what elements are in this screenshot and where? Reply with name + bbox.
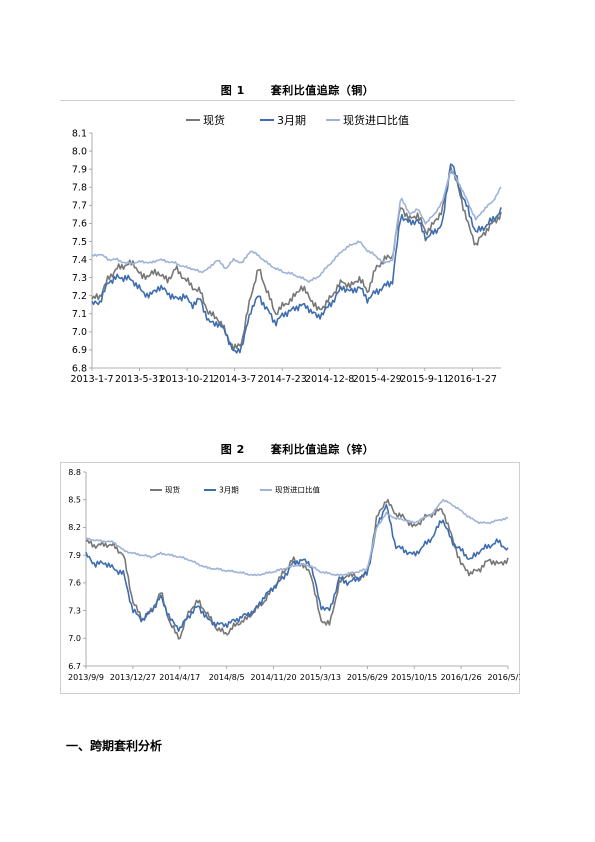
x-tick-label: 2015/6/29 xyxy=(347,673,388,682)
y-tick-label: 7.1 xyxy=(72,309,87,320)
zinc-ratio-chart: 6.7 7.0 7.3 7.6 7.9 8.2 8.5 8.8 2013/9/9 2013/12/… xyxy=(60,462,520,694)
x-tick-label: 2014/4/17 xyxy=(159,673,200,682)
x-tick-label: 2016/5/17 xyxy=(487,673,520,682)
figure-1-title: 图 1 套利比值追踪（铜） xyxy=(0,82,595,98)
x-tick-label: 2013-10-21 xyxy=(159,374,214,385)
figure-1-caption: 套利比值追踪（铜） xyxy=(270,84,375,97)
y-tick-label: 8.8 xyxy=(68,468,81,477)
series-line-1 xyxy=(91,163,502,354)
series-line-2 xyxy=(91,169,502,283)
chart-border xyxy=(60,462,520,694)
section-heading: 一、跨期套利分析 xyxy=(66,739,163,753)
y-tick-label: 7.6 xyxy=(68,579,81,588)
y-tick-label: 7.3 xyxy=(68,606,81,615)
legend-label: 3月期 xyxy=(277,114,306,127)
y-tick-label: 8.1 xyxy=(72,128,87,139)
series-line-0 xyxy=(85,498,509,640)
y-tick-label: 7.7 xyxy=(72,201,87,212)
figure-1-number: 图 1 xyxy=(220,84,245,97)
x-tick-label: 2013/12/27 xyxy=(110,673,156,682)
x-tick-label: 2013-5-31 xyxy=(115,374,164,385)
y-tick-label: 8.5 xyxy=(68,496,81,505)
legend-label: 现货 xyxy=(165,485,180,495)
x-tick-label: 2013/9/9 xyxy=(68,673,104,682)
y-tick-label: 7.5 xyxy=(72,237,87,248)
x-tick-label: 2015/10/15 xyxy=(391,673,437,682)
x-tick-label: 2015-9-11 xyxy=(400,374,449,385)
x-tick-label: 2014-7-23 xyxy=(258,374,307,385)
legend-label: 现货进口比值 xyxy=(275,485,320,495)
x-tick-label: 2015-4-29 xyxy=(353,374,402,385)
y-tick-label: 8.0 xyxy=(72,146,87,157)
x-tick-label: 2013-1-7 xyxy=(70,374,113,385)
x-tick-label: 2014-12-8 xyxy=(305,374,354,385)
y-tick-label: 6.9 xyxy=(72,345,87,356)
copper-ratio-chart: 6.8 6.9 7.0 7.1 7.2 7.3 7.4 7.5 7.6 7.7 7.8 7.9 8.0 8… xyxy=(60,100,515,385)
y-tick-label: 6.8 xyxy=(72,363,87,374)
x-tick-label: 2014/8/5 xyxy=(209,673,245,682)
y-tick-label: 7.0 xyxy=(68,634,81,643)
y-tick-label: 7.4 xyxy=(72,255,87,266)
y-tick-label: 7.8 xyxy=(72,183,87,194)
y-tick-label: 7.9 xyxy=(72,164,87,175)
x-tick-label: 2014/11/20 xyxy=(251,673,297,682)
y-tick-label: 7.3 xyxy=(72,273,87,284)
y-tick-label: 7.0 xyxy=(72,327,87,338)
figure-2-number: 图 2 xyxy=(220,443,245,456)
x-tick-label: 2015/3/13 xyxy=(300,673,341,682)
y-tick-label: 8.2 xyxy=(68,523,81,532)
series-line-0 xyxy=(91,165,502,352)
legend-label: 现货进口比值 xyxy=(343,113,409,127)
legend-label: 现货 xyxy=(203,113,225,127)
figure-2-title: 图 2 套利比值追踪（锌） xyxy=(0,441,595,457)
y-tick-label: 7.9 xyxy=(68,551,81,560)
x-tick-label: 2016-1-27 xyxy=(448,374,497,385)
y-tick-label: 6.7 xyxy=(68,662,81,671)
series-line-2 xyxy=(85,498,509,577)
legend-label: 3月期 xyxy=(219,486,239,495)
figure-2-caption: 套利比值追踪（锌） xyxy=(270,443,375,456)
x-tick-label: 2016/1/26 xyxy=(441,673,482,682)
x-tick-label: 2014-3-7 xyxy=(213,374,256,385)
series-line-1 xyxy=(85,503,509,632)
y-tick-label: 7.6 xyxy=(72,219,87,230)
y-tick-label: 7.2 xyxy=(72,291,87,302)
